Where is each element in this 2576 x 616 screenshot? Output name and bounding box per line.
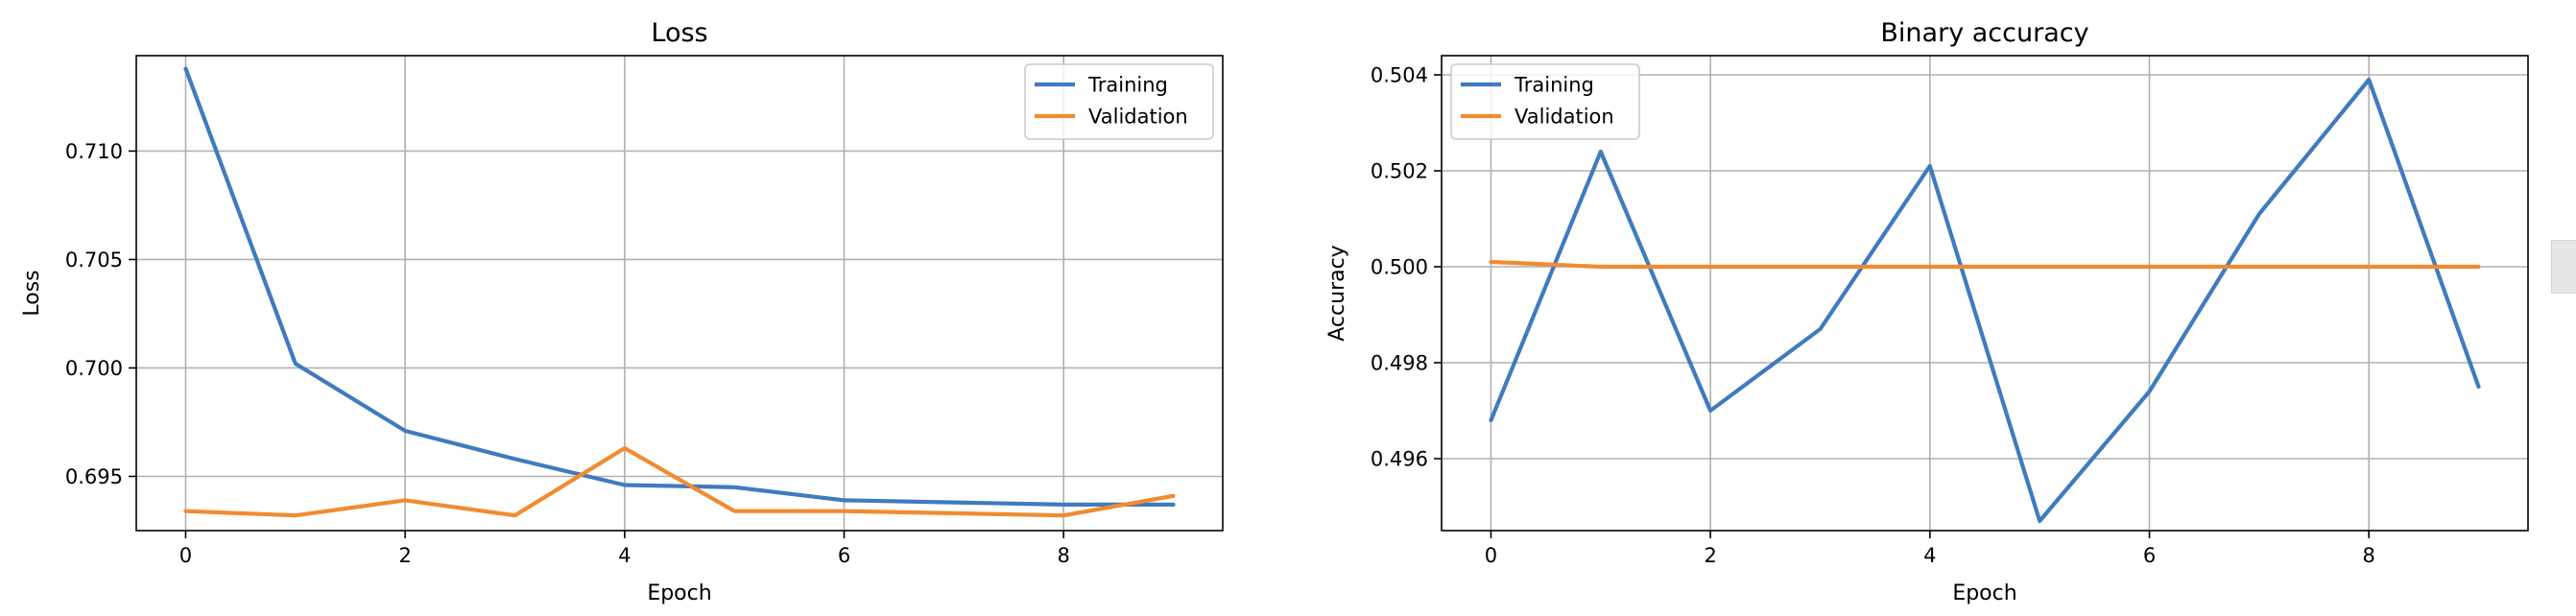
y-tick-label: 0.710 [65,140,123,163]
series-line-validation [1489,259,2481,270]
chart-1: 0 2 4 6 8 0.496 0.498 0.500 0.502 0.504 Binary acc… [1325,18,2529,605]
x-tick-label: 8 [2363,544,2375,567]
x-tick-label: 4 [618,544,631,567]
chart-0: 0 2 4 6 8 0.695 0.700 0.705 0.710 Loss Epoch Loss Tr… [20,18,1224,605]
x-tick-label: 8 [1058,544,1070,567]
x-tick-label: 0 [179,544,192,567]
y-tick-label: 0.705 [65,249,123,272]
y-tick-label: 0.504 [1371,64,1428,87]
y-tick-label: 0.502 [1371,160,1428,183]
y-tick-label: 0.700 [65,357,123,380]
y-axis-label: Accuracy [1325,245,1349,341]
x-tick-label: 4 [1923,544,1936,567]
plot-frame [1441,55,2529,532]
y-tick-label: 0.695 [65,465,123,488]
y-axis-label: Loss [20,270,44,316]
legend-label-training: Training [1087,74,1168,97]
legend-label-training: Training [1514,74,1594,97]
x-tick-label: 2 [1704,544,1716,567]
legend: Training Validation [1024,63,1214,140]
series-line-training [183,66,1176,508]
y-tick-label: 0.498 [1371,352,1428,375]
plot-frame [135,55,1224,532]
legend-label-validation: Validation [1088,106,1188,129]
legend-label-validation: Validation [1515,106,1614,129]
x-tick-label: 2 [398,544,411,567]
x-tick-label: 6 [2143,544,2156,567]
chart-title: Binary accuracy [1880,18,2088,48]
series-line-training [1489,77,2481,524]
legend: Training Validation [1450,63,1640,140]
chart-title: Loss [651,18,707,48]
y-tick-label: 0.496 [1371,448,1428,471]
x-tick-label: 0 [1485,544,1497,567]
x-axis-label: Epoch [1952,581,2016,605]
y-tick-label: 0.500 [1371,256,1428,279]
side-panel-tab[interactable] [2551,240,2576,294]
x-axis-label: Epoch [647,581,711,605]
x-tick-label: 6 [838,544,850,567]
series-line-validation [183,446,1176,518]
